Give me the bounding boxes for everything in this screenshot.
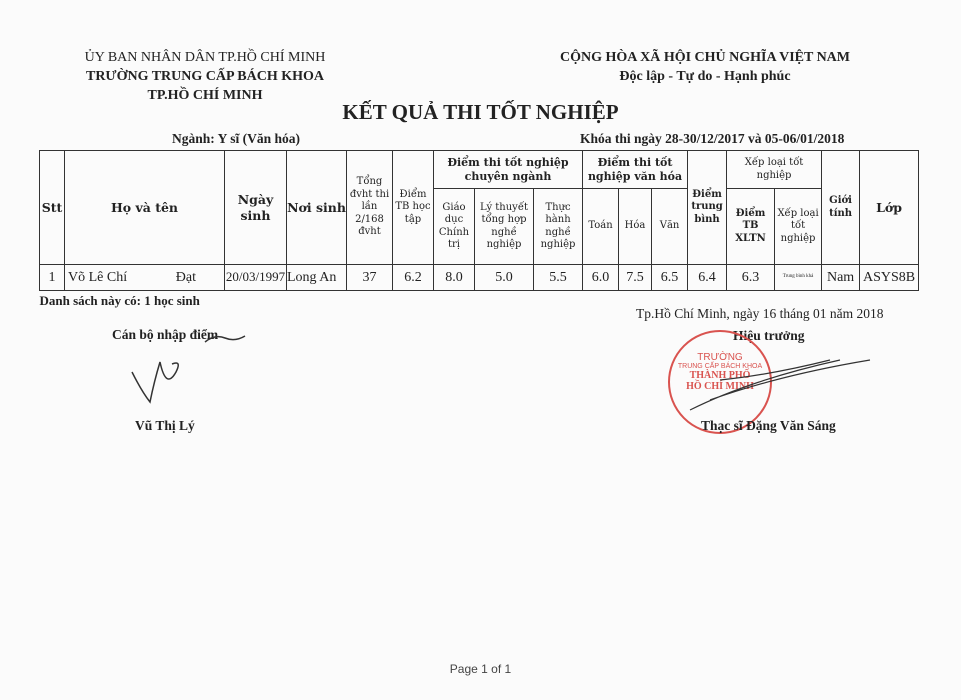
school-city: TP.HỒ CHÍ MINH bbox=[147, 88, 263, 103]
national-header: CỘNG HÒA XÃ HỘI CHỦ NGHĨA VIỆT NAM Độc l… bbox=[520, 48, 890, 86]
stamp-line: THÀNH PHỐ bbox=[689, 370, 751, 381]
cell-chem: 7.5 bbox=[618, 264, 653, 291]
left-sign-title: Cán bộ nhập điểm bbox=[112, 327, 219, 342]
cell-credits: 37 bbox=[346, 264, 393, 291]
table-row: 1 Võ Lê Chí Đạt 20/03/1997 Long An 37 6.2… bbox=[39, 264, 920, 291]
col-name: Họ và tên bbox=[64, 150, 225, 265]
col-avg: Điểm trung bình bbox=[687, 150, 728, 265]
cell-dob: 20/03/1997 bbox=[224, 264, 287, 291]
school-name: TRƯỜNG TRUNG CẤP BÁCH KHOA bbox=[85, 69, 324, 84]
col-specialty-group: Điểm thi tốt nghiệp chuyên ngành bbox=[432, 150, 584, 189]
col-practice: Thực hành nghề nghiệp bbox=[532, 188, 584, 265]
col-gpa: Điểm TB học tập bbox=[392, 150, 434, 265]
stamp-line: TRUNG CẤP BÁCH KHOA bbox=[677, 363, 763, 370]
col-stt: Stt bbox=[39, 150, 65, 265]
col-math: Toán bbox=[582, 188, 620, 265]
page-title: KẾT QUẢ THI TỐT NGHIỆP bbox=[342, 100, 619, 124]
results-table: Stt Họ và tên Ngày sinh Nơi sinh Tổng đv… bbox=[39, 150, 920, 309]
page-footer: Page 1 of 1 bbox=[449, 662, 512, 676]
col-lit: Văn bbox=[651, 188, 689, 265]
col-chem: Hóa bbox=[618, 188, 653, 265]
cell-practice: 5.5 bbox=[532, 264, 584, 291]
first-names: Võ Lê Chí bbox=[68, 269, 128, 285]
cell-class: ASYS8B bbox=[859, 264, 920, 291]
col-politics: Giáo dục Chính trị bbox=[433, 188, 475, 265]
motto: Độc lập - Tự do - Hạnh phúc bbox=[619, 69, 791, 84]
col-dob: Ngày sinh bbox=[224, 150, 287, 265]
issuer-header: ỦY BAN NHÂN DÂN TP.HỒ CHÍ MINH TRƯỜNG TR… bbox=[60, 48, 350, 105]
cell-math: 6.0 bbox=[582, 264, 620, 291]
right-signature-icon bbox=[689, 359, 871, 411]
left-signature-icon bbox=[131, 335, 246, 404]
col-credits: Tổng đvht thi lần 2/168 đvht bbox=[346, 150, 393, 265]
stamp-line: HỒ CHÍ MINH bbox=[686, 381, 754, 392]
right-sign-name: Thạc sĩ Đặng Văn Sáng bbox=[701, 418, 836, 433]
cell-gender: Nam bbox=[821, 264, 861, 291]
cell-politics: 8.0 bbox=[433, 264, 475, 291]
cell-stt: 1 bbox=[39, 264, 65, 291]
col-rank: Xếp loại tốt nghiệp bbox=[774, 188, 823, 265]
col-birthplace: Nơi sinh bbox=[286, 150, 347, 265]
cell-birthplace: Long An bbox=[286, 264, 347, 291]
given-name: Đạt bbox=[175, 269, 196, 285]
place-date: Tp.Hồ Chí Minh, ngày 16 tháng 01 năm 201… bbox=[636, 306, 884, 321]
col-theory: Lý thuyết tổng hợp nghề nghiệp bbox=[474, 188, 534, 265]
cell-gpa: 6.2 bbox=[392, 264, 434, 291]
country-name: CỘNG HÒA XÃ HỘI CHỦ NGHĨA VIỆT NAM bbox=[559, 50, 850, 65]
col-class: Lớp bbox=[859, 150, 920, 265]
cell-rank-score: 6.3 bbox=[726, 264, 776, 291]
exam-dates: Khóa thi ngày 28-30/12/2017 và 05-06/01/… bbox=[580, 131, 845, 146]
cell-rank: Trung bình khá bbox=[774, 264, 823, 291]
cell-name: Võ Lê Chí Đạt bbox=[64, 264, 225, 291]
col-culture-group: Điểm thi tốt nghiệp văn hóa bbox=[582, 150, 689, 189]
stamp-line: TRƯỜNG bbox=[697, 352, 743, 363]
col-rank-group: Xếp loại tốt nghiệp bbox=[726, 150, 823, 189]
col-gender: Giới tính bbox=[821, 150, 861, 265]
issuer-line: ỦY BAN NHÂN DÂN TP.HỒ CHÍ MINH bbox=[84, 50, 326, 65]
cell-lit: 6.5 bbox=[651, 264, 689, 291]
cell-theory: 5.0 bbox=[474, 264, 534, 291]
col-rank-score: Điểm TB XLTN bbox=[726, 188, 776, 265]
major: Ngành: Y sĩ (Văn hóa) bbox=[172, 131, 301, 146]
cell-avg: 6.4 bbox=[687, 264, 728, 291]
left-sign-name: Vũ Thị Lý bbox=[135, 418, 195, 433]
count-note: Danh sách này có: 1 học sinh bbox=[39, 293, 200, 308]
school-stamp: TRƯỜNG TRUNG CẤP BÁCH KHOA THÀNH PHỐ HỒ … bbox=[668, 330, 772, 434]
